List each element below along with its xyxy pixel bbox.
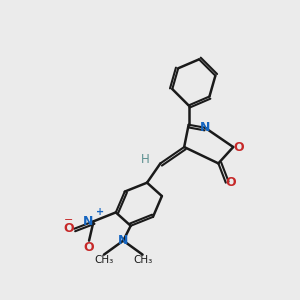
Text: −: −: [64, 215, 73, 225]
Text: N: N: [83, 215, 94, 228]
Text: CH₃: CH₃: [94, 255, 114, 265]
Text: N: N: [118, 234, 128, 247]
Text: +: +: [97, 207, 105, 217]
Text: O: O: [233, 140, 244, 154]
Text: O: O: [226, 176, 236, 189]
Text: H: H: [141, 153, 150, 166]
Text: O: O: [84, 241, 94, 254]
Text: CH₃: CH₃: [133, 255, 152, 265]
Text: N: N: [200, 121, 210, 134]
Text: O: O: [64, 222, 74, 235]
